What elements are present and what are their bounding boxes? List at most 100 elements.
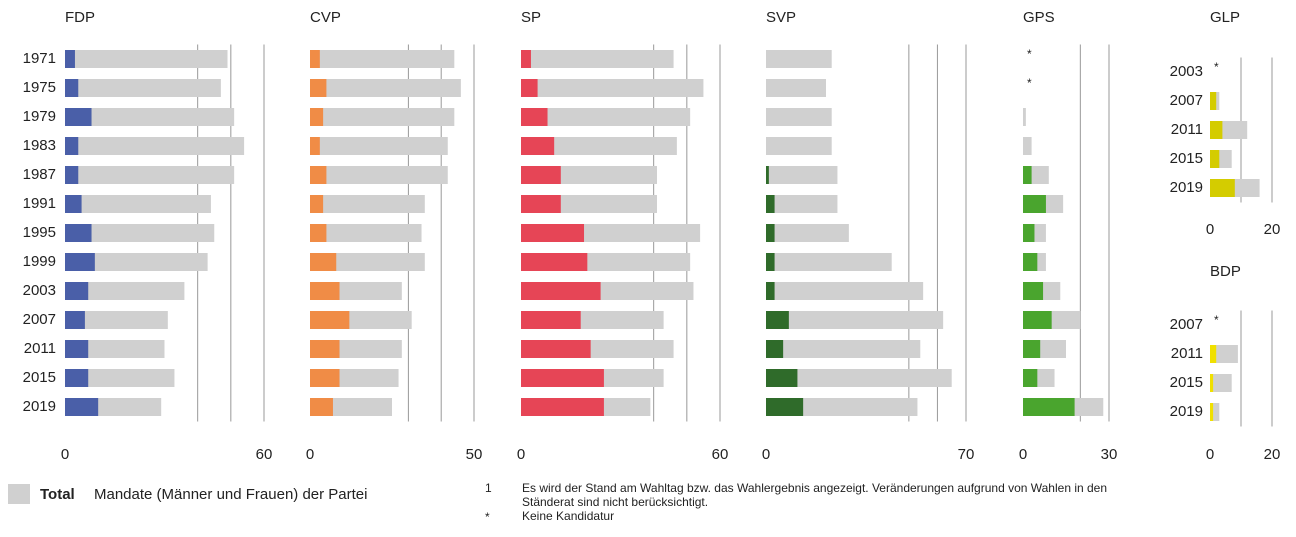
bar — [310, 108, 455, 126]
footnote-marker: 1 — [485, 481, 492, 495]
panel-title: CVP — [310, 9, 341, 26]
y-tick-label: 2011 — [1171, 121, 1203, 138]
bar — [521, 282, 601, 300]
bar — [1210, 345, 1217, 363]
bar — [521, 195, 561, 213]
bar — [766, 108, 832, 126]
footnote-text: Keine Kandidatur — [522, 509, 614, 523]
bar — [766, 369, 952, 387]
bar — [521, 108, 548, 126]
bar — [766, 340, 921, 358]
bar — [65, 108, 235, 126]
y-tick-label: 2011 — [1171, 345, 1203, 362]
missing-marker: * — [1214, 313, 1219, 327]
x-tick-label: 30 — [1101, 446, 1118, 463]
x-tick-label: 60 — [712, 446, 729, 463]
x-tick-label: 0 — [762, 446, 770, 463]
legend-swatch — [8, 484, 30, 504]
footnote-text: Ständerat sind nicht berücksichtigt. — [522, 495, 708, 509]
panel-title: FDP — [65, 9, 95, 26]
bar — [766, 224, 849, 242]
bar — [766, 166, 769, 184]
bar — [65, 79, 221, 97]
y-tick-label: 1999 — [23, 253, 56, 270]
bar — [65, 311, 168, 329]
bar — [766, 195, 838, 213]
bar — [65, 137, 79, 155]
bar — [1023, 253, 1038, 271]
y-tick-label: 2011 — [24, 340, 56, 357]
bar — [65, 195, 211, 213]
bar — [310, 166, 327, 184]
bar — [521, 79, 704, 97]
bar — [310, 50, 320, 68]
y-tick-label: 2019 — [1170, 179, 1203, 196]
y-tick-label: 2015 — [1170, 150, 1203, 167]
bar — [521, 340, 591, 358]
bar — [65, 50, 75, 68]
bar — [766, 282, 775, 300]
x-tick-label: 20 — [1264, 446, 1281, 463]
bar — [1210, 403, 1214, 421]
bar — [65, 398, 99, 416]
bar — [65, 253, 208, 271]
x-tick-label: 70 — [958, 446, 975, 463]
bar — [1210, 374, 1232, 392]
bar — [65, 166, 235, 184]
bar — [310, 195, 324, 213]
bar — [1023, 224, 1035, 242]
bar — [766, 398, 918, 416]
bar — [1210, 345, 1238, 363]
y-tick-label: 1975 — [23, 79, 56, 96]
bar — [766, 195, 775, 213]
bar — [65, 224, 92, 242]
bar — [766, 398, 804, 416]
x-tick-label: 0 — [1206, 446, 1214, 463]
legend-text: Mandate (Männer und Frauen) der Partei — [94, 486, 367, 503]
bar — [766, 224, 775, 242]
bar — [1023, 166, 1032, 184]
bar — [1023, 282, 1044, 300]
bar — [65, 224, 215, 242]
x-tick-label: 0 — [61, 446, 69, 463]
bar — [766, 311, 789, 329]
bar — [65, 311, 85, 329]
bar — [65, 50, 228, 68]
missing-marker: * — [1027, 76, 1032, 90]
y-tick-label: 1995 — [23, 224, 56, 241]
bar — [766, 282, 924, 300]
bar — [766, 137, 832, 155]
bar — [1210, 403, 1220, 421]
y-tick-label: 2007 — [23, 311, 56, 328]
bar — [65, 195, 82, 213]
bar — [766, 253, 775, 271]
bar — [766, 79, 826, 97]
y-tick-label: 2019 — [1170, 403, 1203, 420]
panel-title: SVP — [766, 9, 796, 26]
y-tick-label: 2003 — [1170, 63, 1203, 80]
x-tick-label: 60 — [256, 446, 273, 463]
bar — [65, 137, 245, 155]
bar — [1210, 92, 1217, 110]
bar — [65, 369, 89, 387]
y-tick-label: 1987 — [23, 166, 56, 183]
y-tick-label: 1991 — [23, 195, 56, 212]
y-tick-label: 1971 — [23, 50, 56, 67]
bar — [1023, 108, 1026, 126]
bar — [310, 166, 448, 184]
y-tick-label: 1983 — [23, 137, 56, 154]
bar — [65, 166, 79, 184]
x-tick-label: 0 — [1206, 221, 1214, 238]
bar — [1023, 311, 1052, 329]
bar — [65, 369, 175, 387]
missing-marker: * — [1027, 47, 1032, 61]
bar — [310, 253, 425, 271]
bar — [65, 253, 95, 271]
bar — [310, 137, 448, 155]
bar — [766, 311, 944, 329]
bar — [310, 340, 340, 358]
bar — [310, 253, 337, 271]
bar — [521, 253, 588, 271]
bar — [65, 282, 185, 300]
panel-title: SP — [521, 9, 541, 26]
